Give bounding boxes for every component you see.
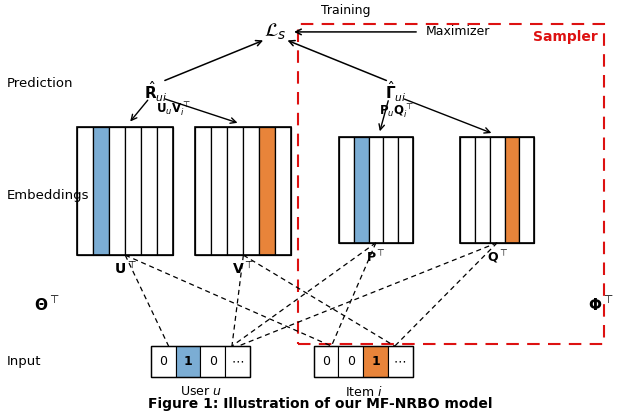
Bar	[475, 137, 490, 243]
Bar	[519, 137, 534, 243]
Text: $\mathbf{Q}^\top$: $\mathbf{Q}^\top$	[486, 248, 508, 265]
Bar	[504, 137, 519, 243]
Bar	[298, 24, 604, 344]
Bar	[363, 346, 388, 377]
Text: Maximizer: Maximizer	[426, 25, 490, 39]
Text: 0: 0	[322, 355, 330, 368]
Text: $\hat{\mathbf{\Gamma}}_{ui}$: $\hat{\mathbf{\Gamma}}_{ui}$	[385, 80, 406, 104]
Text: 1: 1	[184, 355, 192, 368]
Text: Item $i$: Item $i$	[344, 385, 382, 398]
Text: $\mathbf{U}^\top$: $\mathbf{U}^\top$	[114, 261, 137, 277]
Bar	[461, 137, 475, 243]
Text: $\mathbf{\Theta}^\top$: $\mathbf{\Theta}^\top$	[34, 296, 60, 314]
Bar	[93, 127, 109, 255]
Text: $\mathbf{U}_u\mathbf{V}_i^\top$: $\mathbf{U}_u\mathbf{V}_i^\top$	[156, 99, 190, 118]
Bar	[354, 137, 369, 243]
Text: $\hat{\mathbf{R}}_{ui}$: $\hat{\mathbf{R}}_{ui}$	[144, 80, 168, 104]
Bar	[243, 127, 259, 255]
Text: Training: Training	[321, 5, 371, 17]
Bar	[383, 137, 398, 243]
Text: ⋯: ⋯	[394, 355, 406, 368]
Bar	[225, 346, 250, 377]
Text: $\mathbf{P}_u\mathbf{Q}_i^\top$: $\mathbf{P}_u\mathbf{Q}_i^\top$	[380, 101, 414, 120]
Text: 0: 0	[209, 355, 216, 368]
Bar	[275, 127, 291, 255]
Text: Prediction: Prediction	[7, 77, 74, 90]
Bar	[314, 346, 339, 377]
Bar	[151, 346, 250, 377]
Text: Figure 1: Illustration of our MF-NRBO model: Figure 1: Illustration of our MF-NRBO mo…	[148, 397, 492, 411]
Bar	[141, 127, 157, 255]
Bar	[339, 137, 413, 243]
Bar	[314, 346, 413, 377]
Text: 1: 1	[371, 355, 380, 368]
Text: 0: 0	[347, 355, 355, 368]
Bar	[211, 127, 227, 255]
Bar	[77, 127, 93, 255]
Bar	[259, 127, 275, 255]
Text: $\mathbf{V}^\top$: $\mathbf{V}^\top$	[232, 261, 255, 277]
Text: Embeddings: Embeddings	[7, 189, 90, 202]
Bar	[339, 137, 354, 243]
Bar	[77, 127, 173, 255]
Bar	[157, 127, 173, 255]
Bar	[398, 137, 413, 243]
Text: $\mathcal{L}_s$: $\mathcal{L}_s$	[264, 22, 287, 42]
Bar	[109, 127, 125, 255]
Bar	[227, 127, 243, 255]
Text: User $u$: User $u$	[180, 385, 221, 398]
Bar	[490, 137, 504, 243]
Text: Sampler: Sampler	[533, 30, 598, 44]
Text: Input: Input	[7, 355, 42, 368]
Text: $\mathbf{P}^\top$: $\mathbf{P}^\top$	[366, 249, 386, 264]
Bar	[175, 346, 200, 377]
Text: 0: 0	[159, 355, 167, 368]
Bar	[195, 127, 291, 255]
Bar	[461, 137, 534, 243]
Bar	[200, 346, 225, 377]
Bar	[195, 127, 211, 255]
Bar	[339, 346, 363, 377]
Bar	[369, 137, 383, 243]
Text: $\mathbf{\Phi}^\top$: $\mathbf{\Phi}^\top$	[588, 296, 614, 314]
Text: ⋯: ⋯	[231, 355, 244, 368]
Bar	[151, 346, 175, 377]
Bar	[388, 346, 413, 377]
Bar	[125, 127, 141, 255]
